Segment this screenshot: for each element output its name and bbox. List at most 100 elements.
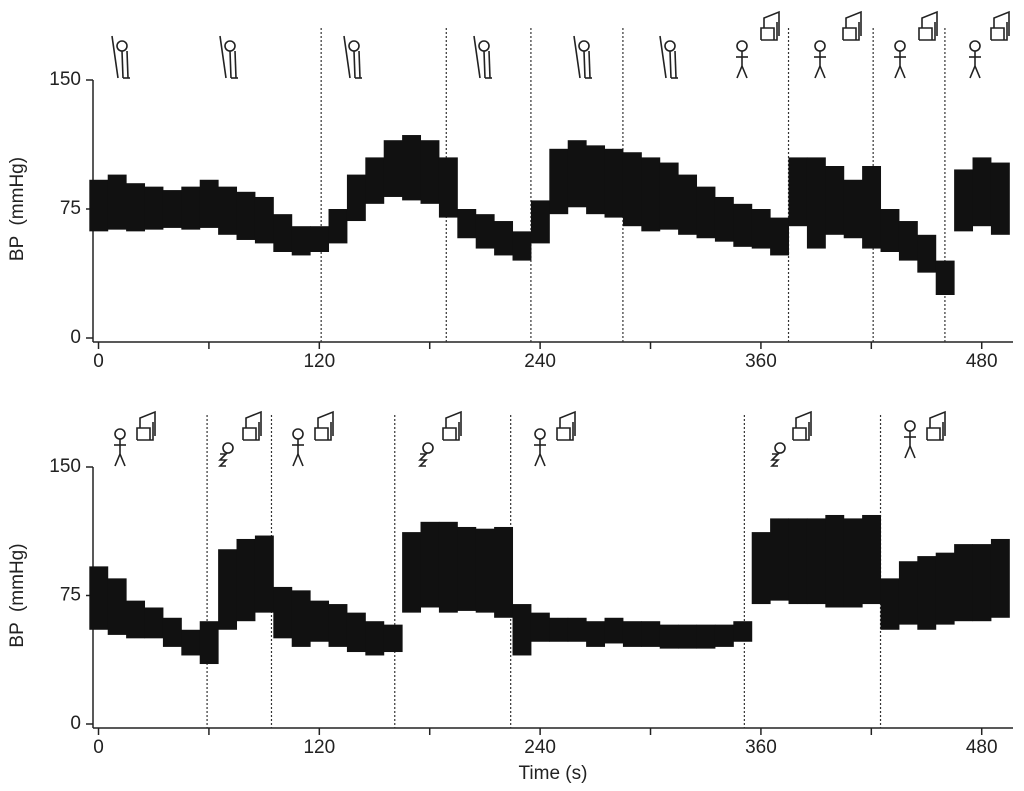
bp-range xyxy=(162,190,182,228)
bp-range xyxy=(806,157,826,249)
bp-range xyxy=(494,526,514,618)
bp-range xyxy=(751,532,771,605)
x-tick-label: 120 xyxy=(303,737,335,758)
bp-range xyxy=(604,617,624,644)
y-tick-label: 150 xyxy=(49,69,81,90)
bp-range xyxy=(107,578,127,635)
x-tick-label: 480 xyxy=(966,737,998,758)
bp-range xyxy=(917,556,937,630)
y-tick-label: 0 xyxy=(70,327,81,348)
x-tick-label: 240 xyxy=(524,351,556,372)
bp-range xyxy=(89,179,109,232)
bp-range xyxy=(199,621,219,665)
x-tick-label: 480 xyxy=(966,351,998,372)
bp-range xyxy=(972,157,992,227)
bp-range xyxy=(402,135,422,201)
y-tick-label: 0 xyxy=(70,713,81,734)
bp-range xyxy=(714,196,734,242)
bp-range xyxy=(438,521,458,613)
bp-range xyxy=(107,174,127,230)
bp-range xyxy=(659,624,679,649)
bp-range xyxy=(181,186,201,230)
bp-range xyxy=(622,152,642,227)
bp-range xyxy=(254,196,274,244)
bp-range xyxy=(990,162,1010,235)
bp-range xyxy=(420,521,440,608)
bp-range xyxy=(273,586,293,639)
bp-range xyxy=(972,544,992,622)
bp-range xyxy=(310,226,330,252)
bp-range xyxy=(291,226,311,256)
bp-range xyxy=(825,166,845,235)
bp-range xyxy=(549,617,569,642)
bp-range xyxy=(862,514,882,605)
bp-range xyxy=(880,209,900,252)
bp-range xyxy=(678,624,698,649)
bp-range xyxy=(733,203,753,247)
bp-range xyxy=(144,607,164,639)
x-axis-label: Time (s) xyxy=(519,763,588,784)
bp-range xyxy=(733,621,753,642)
bp-range xyxy=(438,157,458,218)
bp-range xyxy=(420,140,440,204)
y-tick-label: 75 xyxy=(60,198,81,219)
bp-range xyxy=(475,528,495,613)
bp-range xyxy=(328,604,348,647)
bp-range xyxy=(751,209,771,249)
x-tick-label: 360 xyxy=(745,737,777,758)
bp-range xyxy=(512,604,532,656)
bp-range xyxy=(954,169,974,232)
bp-range xyxy=(567,617,587,642)
x-tick-label: 0 xyxy=(93,351,104,372)
bp-range xyxy=(530,612,550,642)
bp-range xyxy=(549,148,569,215)
bp-range xyxy=(862,166,882,249)
bp-range xyxy=(218,549,238,630)
bp-range xyxy=(806,518,826,605)
y-axis-label: BP (mmHg) xyxy=(7,543,28,647)
bp-range xyxy=(770,518,790,601)
bp-range xyxy=(880,578,900,630)
bp-range xyxy=(788,157,808,227)
bp-range xyxy=(383,140,403,197)
x-tick-label: 240 xyxy=(524,737,556,758)
bp-range xyxy=(310,600,330,642)
bp-range xyxy=(126,183,146,232)
bp-range xyxy=(144,186,164,230)
bp-range xyxy=(935,552,955,625)
bp-range xyxy=(236,191,256,240)
bp-range xyxy=(328,209,348,244)
bp-range xyxy=(126,600,146,639)
y-tick-label: 75 xyxy=(60,585,81,606)
y-axis-label: BP (mmHg) xyxy=(7,157,28,261)
bp-range xyxy=(383,624,403,653)
bp-range xyxy=(162,617,182,647)
x-tick-label: 0 xyxy=(93,737,104,758)
bp-range xyxy=(641,157,661,232)
bp-range xyxy=(788,518,808,605)
bp-range xyxy=(696,186,716,239)
bp-range xyxy=(254,535,274,613)
bp-range xyxy=(218,186,238,235)
bp-range xyxy=(475,214,495,249)
bp-range xyxy=(365,157,385,204)
bp-range xyxy=(346,612,366,653)
bp-range xyxy=(770,217,790,256)
x-tick-label: 120 xyxy=(303,351,335,372)
bp-range xyxy=(199,179,219,228)
bp-range xyxy=(622,621,642,647)
bp-range xyxy=(641,621,661,647)
bp-range xyxy=(586,621,606,647)
bp-range xyxy=(494,221,514,256)
bp-range xyxy=(346,174,366,222)
bp-range xyxy=(604,148,624,218)
bp-range xyxy=(898,221,918,261)
bp-range xyxy=(236,538,256,622)
bp-range xyxy=(917,234,937,273)
bp-range xyxy=(678,174,698,235)
bp-range xyxy=(843,179,863,239)
bp-range xyxy=(181,629,201,656)
bp-range xyxy=(696,624,716,649)
bp-range xyxy=(457,526,477,611)
